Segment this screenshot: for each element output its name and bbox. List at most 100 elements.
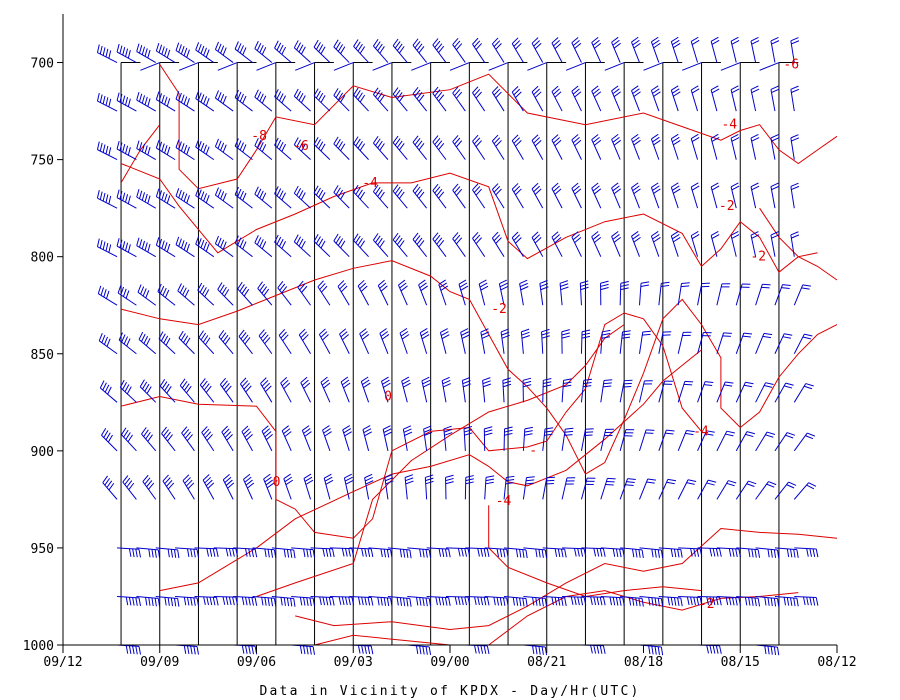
wind-barb-feather — [511, 183, 519, 190]
wind-barb-staff — [377, 285, 389, 306]
wind-barb-feather — [751, 549, 754, 558]
wind-barb-feather — [379, 282, 387, 289]
wind-barb-feather — [622, 597, 625, 606]
wind-barb-feather — [580, 283, 589, 287]
wind-barb-staff — [195, 98, 215, 112]
wind-barb-staff — [195, 195, 215, 209]
wind-barb-staff — [491, 43, 505, 63]
wind-barb-feather — [512, 597, 515, 606]
wind-barb-staff — [116, 51, 137, 63]
wind-barb-feather — [506, 597, 509, 607]
wind-barb-feather — [475, 140, 482, 147]
wind-barb-staff — [697, 595, 720, 598]
wind-barb-feather — [434, 234, 441, 242]
wind-barb-feather — [671, 230, 679, 237]
wind-barb-feather — [261, 286, 268, 294]
wind-barb-feather — [136, 140, 140, 149]
wind-barb-staff — [774, 382, 787, 403]
wind-barb-feather — [180, 240, 185, 249]
wind-barb-feather — [690, 133, 699, 139]
wind-barb-feather — [601, 336, 611, 339]
wind-barb-feather — [671, 36, 679, 43]
wind-barb-feather — [199, 378, 206, 386]
wind-barb-feather — [731, 234, 740, 239]
wind-barb-staff — [735, 480, 749, 500]
wind-barb-feather — [364, 477, 373, 482]
wind-barb-feather — [364, 473, 373, 479]
wind-barb-feather — [278, 328, 286, 336]
wind-barb-feather — [455, 43, 463, 51]
wind-barb-feather — [364, 597, 367, 606]
wind-barb-feather — [401, 334, 410, 340]
wind-barb-feather — [660, 598, 664, 607]
wind-barb-feather — [313, 39, 319, 48]
wind-barb-staff — [504, 547, 527, 551]
wind-barb-feather — [628, 597, 632, 606]
wind-barb-feather — [278, 238, 284, 247]
wind-barb-feather — [525, 482, 534, 485]
wind-barb-feather — [534, 91, 542, 98]
wind-barb-feather — [602, 548, 606, 557]
wind-barb-feather — [104, 478, 111, 486]
wind-barb-feather — [239, 93, 244, 102]
wind-barb-feather — [102, 241, 106, 250]
wind-barb-feather — [345, 480, 354, 485]
wind-barb-feather — [139, 379, 145, 387]
wind-barb-feather — [139, 93, 143, 102]
wind-barb-feather — [203, 596, 206, 605]
isotherm-label: -4 — [496, 494, 512, 509]
wind-barb-feather — [96, 141, 100, 150]
wind-barb-feather — [340, 331, 348, 338]
wind-barb-feather — [106, 480, 113, 488]
wind-barb-feather — [220, 45, 225, 54]
wind-barb-feather — [481, 331, 490, 336]
wind-barb-staff — [571, 91, 582, 112]
wind-barb-staff — [750, 235, 757, 257]
wind-barb-feather — [703, 384, 713, 386]
wind-barb-feather — [467, 597, 471, 606]
sounding-top — [217, 62, 238, 71]
wind-barb-feather — [738, 597, 741, 606]
wind-barb-staff — [484, 547, 507, 550]
wind-barb-feather — [584, 434, 593, 437]
wind-barb-feather — [197, 141, 202, 150]
wind-barb-feather — [116, 238, 120, 247]
wind-barb-feather — [731, 597, 735, 606]
wind-barb-feather — [355, 138, 361, 147]
wind-barb-feather — [180, 143, 185, 152]
wind-barb-staff — [175, 244, 195, 258]
x-axis-label: Data in Vicinity of KPDX - Day/Hr(UTC) — [259, 684, 640, 699]
wind-barb-staff — [142, 481, 157, 500]
wind-barb-feather — [444, 432, 453, 436]
wind-barb-feather — [580, 286, 589, 291]
wind-barb-staff — [221, 431, 234, 452]
wind-barb-staff — [774, 595, 797, 599]
wind-barb-feather — [513, 88, 521, 96]
wind-barb-feather — [328, 548, 332, 557]
wind-barb-staff — [353, 94, 369, 112]
wind-barb-feather — [673, 548, 677, 558]
wind-barb-feather — [240, 332, 247, 340]
wind-barb-feather — [632, 88, 640, 94]
wind-barb-feather — [244, 337, 251, 345]
wind-barb-staff — [280, 382, 292, 403]
wind-barb-feather — [414, 186, 421, 194]
wind-barb-feather — [239, 284, 245, 292]
wind-barb-feather — [125, 242, 129, 251]
wind-barb-staff — [658, 595, 681, 599]
wind-barb-feather — [524, 430, 533, 433]
wind-barb-feather — [771, 88, 780, 94]
wind-barb-feather — [673, 597, 677, 606]
wind-barb-staff — [503, 477, 507, 500]
wind-barb-feather — [246, 434, 253, 441]
wind-barb-feather — [119, 191, 123, 200]
wind-barb-staff — [323, 478, 331, 500]
wind-barb-staff — [373, 142, 389, 160]
wind-barb-feather — [561, 329, 570, 333]
wind-barb-feather — [461, 334, 470, 339]
wind-barb-feather — [125, 290, 130, 299]
wind-barb-feather — [217, 237, 222, 246]
wind-barb-feather — [463, 383, 472, 388]
wind-barb-feather — [671, 85, 679, 91]
wind-barb-feather — [486, 548, 490, 557]
